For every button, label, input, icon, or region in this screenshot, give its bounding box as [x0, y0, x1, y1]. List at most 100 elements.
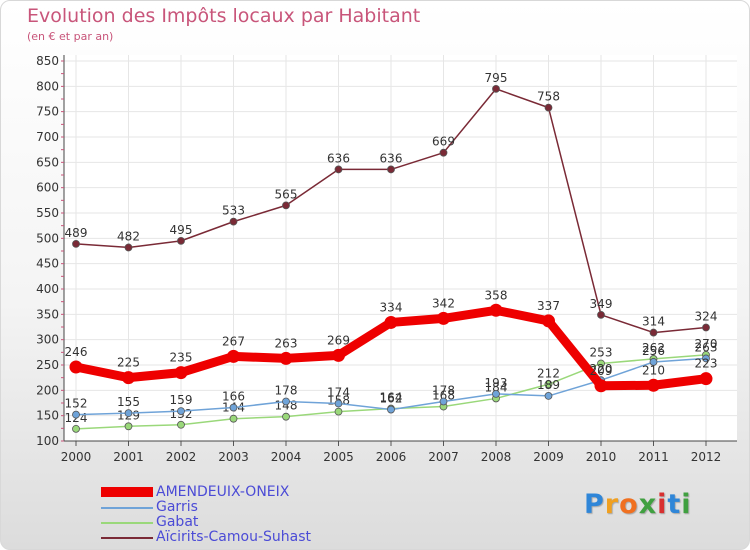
data-label-garris: 152: [65, 397, 88, 411]
data-point-amendeuix-oneix: [542, 314, 555, 328]
data-point-amendeuix-oneix: [69, 360, 83, 374]
data-point-gabat: [334, 407, 343, 416]
data-label-amendeuix-oneix: 263: [275, 336, 298, 350]
data-label-a-cirits-camou-suhast: 795: [485, 71, 508, 85]
legend-label: Aïcirits-Camou-Suhast: [156, 529, 312, 545]
data-point-amendeuix-oneix: [699, 372, 713, 386]
data-label-a-cirits-camou-suhast: 324: [695, 310, 718, 324]
data-point-a-cirits-camou-suhast: [282, 201, 290, 210]
data-label-garris: 193: [485, 376, 508, 390]
data-point-amendeuix-oneix: [489, 303, 503, 317]
legend-swatch: [101, 487, 153, 497]
data-label-amendeuix-oneix: 269: [327, 333, 350, 347]
data-point-amendeuix-oneix: [122, 371, 135, 385]
data-point-garris: [334, 399, 343, 408]
data-point-garris: [282, 397, 290, 406]
logo-letter: x: [638, 489, 658, 520]
y-tick-label: 850: [36, 54, 59, 68]
data-point-a-cirits-camou-suhast: [649, 328, 658, 337]
data-point-a-cirits-camou-suhast: [124, 243, 133, 252]
data-label-a-cirits-camou-suhast: 565: [275, 187, 298, 201]
data-label-amendeuix-oneix: 267: [222, 334, 245, 348]
x-tick-label: 2000: [61, 450, 92, 464]
data-point-a-cirits-camou-suhast: [439, 148, 448, 157]
y-tick-label: 300: [36, 333, 59, 347]
data-label-a-cirits-camou-suhast: 669: [432, 135, 455, 149]
logo-letter: i: [657, 489, 668, 520]
x-tick-label: 2007: [428, 450, 459, 464]
data-label-amendeuix-oneix: 210: [642, 363, 665, 377]
data-point-gabat: [282, 412, 290, 421]
data-point-garris: [177, 407, 185, 416]
data-label-a-cirits-camou-suhast: 636: [327, 151, 350, 165]
y-tick-label: 750: [36, 105, 59, 119]
data-point-garris: [439, 397, 448, 406]
y-tick-label: 400: [36, 282, 59, 296]
legend-swatch: [101, 522, 153, 524]
logo-letter: P: [584, 489, 605, 520]
data-point-amendeuix-oneix: [174, 366, 188, 380]
data-label-amendeuix-oneix: 337: [537, 299, 560, 313]
y-tick-label: 550: [36, 206, 59, 220]
data-point-a-cirits-camou-suhast: [229, 217, 238, 226]
data-label-garris: 159: [170, 393, 193, 407]
data-label-amendeuix-oneix: 225: [117, 356, 140, 370]
y-tick-label: 200: [36, 383, 59, 397]
data-label-garris: 263: [695, 340, 718, 354]
data-label-amendeuix-oneix: 334: [380, 300, 403, 314]
x-tick-label: 2012: [691, 450, 722, 464]
data-point-garris: [492, 389, 500, 398]
x-tick-label: 2011: [638, 450, 669, 464]
data-label-a-cirits-camou-suhast: 314: [642, 315, 665, 329]
data-label-gabat: 212: [537, 366, 560, 380]
data-label-amendeuix-oneix: 358: [485, 288, 508, 302]
data-point-a-cirits-camou-suhast: [492, 84, 500, 93]
data-label-garris: 178: [275, 383, 298, 397]
data-label-a-cirits-camou-suhast: 533: [222, 204, 245, 218]
y-tick-label: 150: [36, 409, 59, 423]
data-label-gabat: 184: [485, 380, 508, 394]
data-point-gabat: [229, 414, 238, 423]
data-label-garris: 166: [222, 390, 245, 404]
x-tick-label: 2009: [533, 450, 564, 464]
data-point-garris: [702, 354, 710, 363]
y-tick-label: 650: [36, 155, 59, 169]
data-label-a-cirits-camou-suhast: 495: [170, 223, 193, 237]
x-tick-label: 2004: [271, 450, 302, 464]
x-tick-label: 2002: [166, 450, 197, 464]
data-point-a-cirits-camou-suhast: [544, 103, 553, 112]
data-point-gabat: [124, 422, 133, 431]
chart-title: Evolution des Impôts locaux par Habitant: [27, 5, 421, 27]
logo-letter: t: [667, 489, 682, 520]
data-point-amendeuix-oneix: [384, 315, 398, 329]
legend-label: Gabat: [156, 514, 199, 530]
data-label-gabat: 270: [695, 337, 718, 351]
data-point-gabat: [72, 424, 80, 433]
data-label-amendeuix-oneix: 246: [65, 345, 88, 359]
data-label-amendeuix-oneix: 342: [432, 296, 455, 310]
legend-label: Garris: [156, 499, 198, 515]
data-label-a-cirits-camou-suhast: 482: [117, 229, 140, 243]
y-tick-label: 250: [36, 358, 59, 372]
data-label-amendeuix-oneix: 223: [695, 357, 718, 371]
data-label-gabat: 253: [590, 345, 613, 359]
data-label-garris: 256: [642, 344, 665, 358]
x-tick-label: 2005: [323, 450, 354, 464]
logo-letter: o: [619, 489, 639, 520]
logo-letter: i: [681, 489, 692, 520]
data-label-garris: 155: [117, 395, 140, 409]
x-tick-label: 2003: [218, 450, 249, 464]
proxiti-logo: Proxiti: [584, 489, 692, 520]
data-point-garris: [387, 405, 395, 414]
data-label-gabat: 164: [380, 391, 403, 405]
data-point-a-cirits-camou-suhast: [177, 236, 185, 245]
data-point-gabat: [177, 420, 185, 429]
data-point-gabat: [544, 380, 553, 389]
data-point-a-cirits-camou-suhast: [334, 165, 343, 174]
chart-subtitle: (en € et par an): [27, 30, 114, 43]
data-point-garris: [649, 358, 658, 366]
data-point-a-cirits-camou-suhast: [72, 240, 80, 248]
data-point-a-cirits-camou-suhast: [702, 323, 710, 332]
